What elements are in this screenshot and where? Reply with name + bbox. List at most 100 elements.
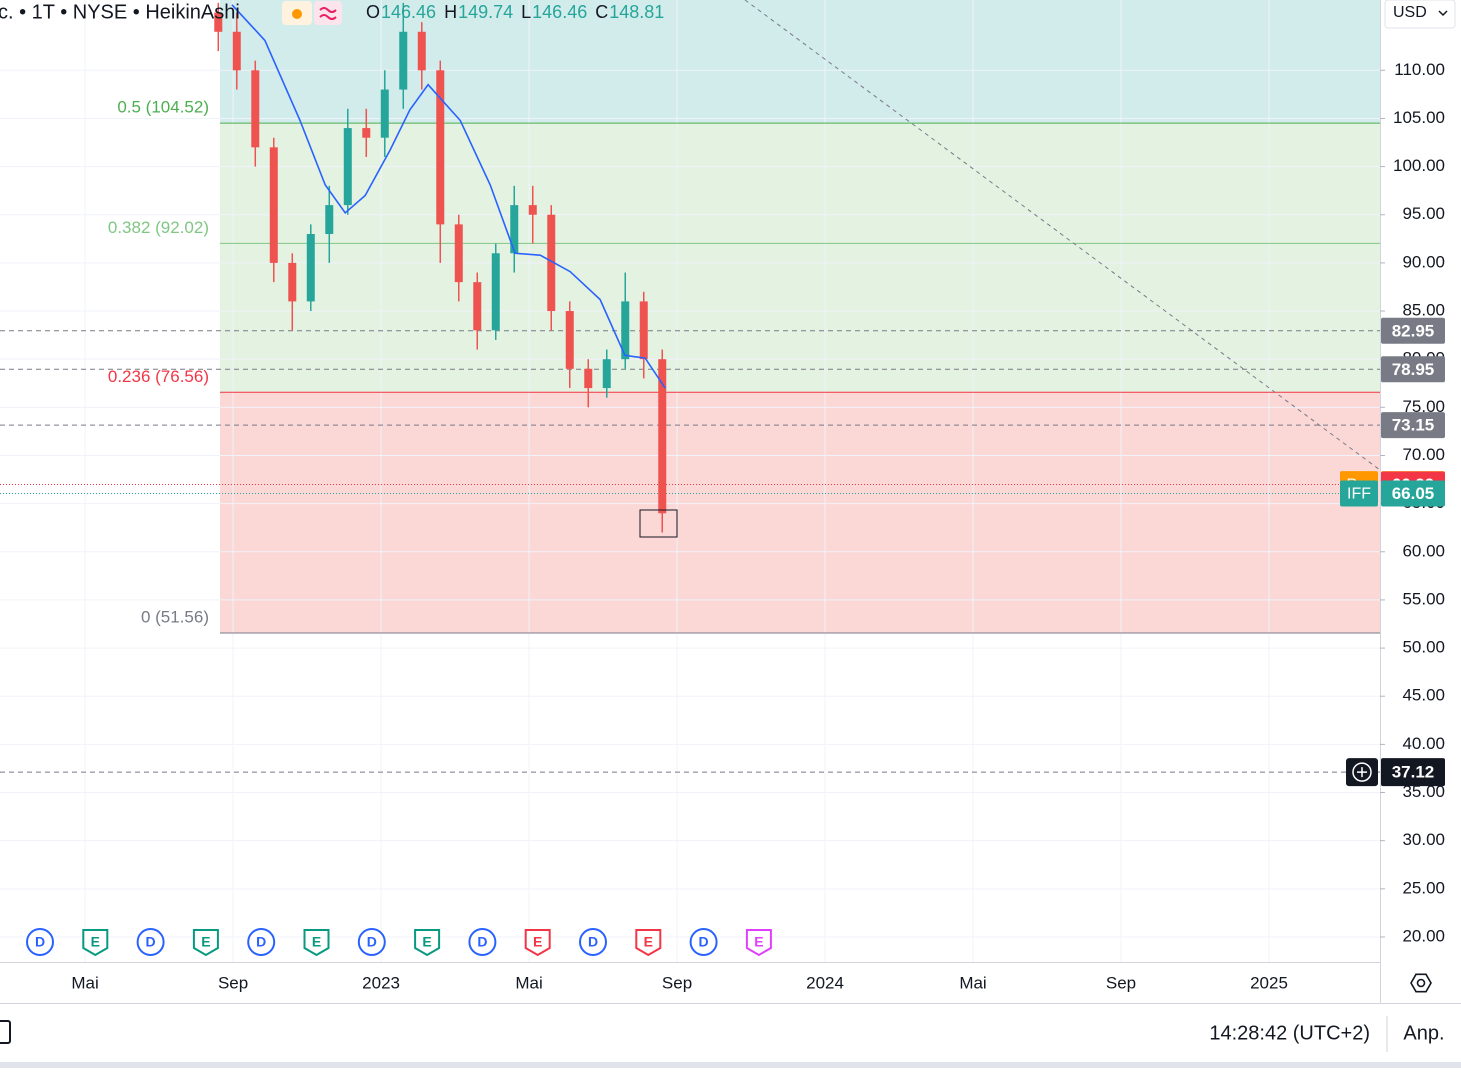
event-label: D bbox=[699, 934, 709, 950]
event-marker[interactable]: D bbox=[689, 928, 718, 956]
candle-body bbox=[399, 31, 408, 90]
event-shape bbox=[357, 928, 386, 956]
y-tick-label: 30.00 bbox=[1402, 830, 1445, 849]
y-tick-label: 20.00 bbox=[1402, 926, 1445, 945]
candle-body bbox=[547, 214, 556, 312]
event-shape bbox=[192, 929, 219, 957]
plus-icon bbox=[1352, 762, 1372, 782]
fib-label: 0.236 (76.56) bbox=[108, 367, 209, 386]
event-label: E bbox=[422, 934, 431, 950]
tag-badge-label: IFF bbox=[1347, 486, 1371, 503]
event-marker[interactable]: E bbox=[635, 929, 662, 957]
candle-body bbox=[584, 368, 593, 389]
candle-body bbox=[565, 311, 574, 369]
price-tag bbox=[1381, 758, 1445, 787]
price-tag-label: 78.95 bbox=[1392, 360, 1435, 379]
clock: 14:28:42 (UTC+2) bbox=[1209, 1022, 1370, 1044]
event-marker[interactable]: E bbox=[524, 929, 551, 957]
ohlc-key: C bbox=[595, 2, 608, 22]
event-label: E bbox=[201, 934, 210, 950]
y-tick-label: 85.00 bbox=[1402, 301, 1445, 320]
y-tick-label: 60.00 bbox=[1402, 541, 1445, 560]
event-label: D bbox=[146, 934, 156, 950]
legend: c. • 1T • NYSE • HeikinAshi O 146.46 H 149.… bbox=[0, 1, 664, 25]
event-marker[interactable]: D bbox=[136, 928, 165, 956]
y-tick-label: 90.00 bbox=[1402, 252, 1445, 271]
event-shape bbox=[26, 928, 54, 956]
candle-body bbox=[473, 282, 482, 331]
currency-select[interactable]: USD bbox=[1384, 0, 1456, 29]
y-tick-label: 75.00 bbox=[1402, 397, 1445, 416]
y-tick-label: 55.00 bbox=[1402, 589, 1445, 608]
candle-body bbox=[602, 359, 611, 389]
settings-icon[interactable] bbox=[1410, 973, 1432, 993]
price-tag-label: 37.12 bbox=[1392, 763, 1435, 782]
trend-line bbox=[744, 0, 1381, 471]
y-tick-label: 70.00 bbox=[1402, 445, 1445, 464]
candle-body bbox=[621, 301, 630, 360]
ohlc-value: 146.46 bbox=[532, 2, 587, 22]
event-label: E bbox=[533, 934, 542, 950]
chevron bbox=[1438, 10, 1448, 17]
event-marker[interactable]: D bbox=[357, 928, 386, 956]
currency-box[interactable] bbox=[1384, 0, 1456, 29]
event-shape bbox=[82, 929, 109, 957]
plus-icon bbox=[1357, 767, 1367, 778]
fib-zone bbox=[220, 392, 1380, 634]
x-tick-label: Mai bbox=[515, 973, 542, 992]
wave-icon bbox=[319, 7, 337, 20]
price-tag bbox=[1381, 480, 1445, 507]
event-marker[interactable]: D bbox=[26, 928, 54, 956]
candle-body bbox=[362, 128, 371, 138]
candle-body bbox=[306, 234, 315, 302]
price-tag bbox=[1381, 317, 1445, 344]
y-tick-label: 45.00 bbox=[1402, 686, 1445, 705]
candle-body bbox=[325, 205, 334, 234]
fib-zone bbox=[220, 243, 1380, 393]
y-tick-label: 95.00 bbox=[1402, 204, 1445, 223]
fib-label: 0 (51.56) bbox=[141, 608, 209, 627]
ohlc-value: 146.46 bbox=[381, 2, 436, 22]
calendar-icon[interactable] bbox=[0, 1020, 11, 1044]
moving-average bbox=[231, 4, 666, 389]
ohlc-key: L bbox=[521, 2, 531, 22]
event-marker[interactable]: D bbox=[579, 928, 607, 956]
event-marker[interactable]: E bbox=[192, 929, 219, 957]
candle-body bbox=[380, 89, 389, 138]
event-label: E bbox=[312, 934, 321, 950]
candle-body bbox=[417, 31, 426, 71]
candle-body bbox=[343, 128, 352, 206]
adjust-button[interactable]: Anp. bbox=[1403, 1022, 1444, 1044]
fib-label: 0.382 (92.02) bbox=[108, 218, 209, 237]
event-shape bbox=[136, 928, 165, 956]
event-label: E bbox=[91, 934, 100, 950]
event-marker[interactable]: E bbox=[303, 929, 330, 957]
event-label: D bbox=[477, 934, 487, 950]
price-tag-label: 82.95 bbox=[1392, 321, 1435, 340]
event-shape bbox=[635, 929, 662, 957]
sun-icon bbox=[292, 9, 302, 19]
event-label: D bbox=[256, 934, 266, 950]
candle-body bbox=[436, 70, 445, 225]
event-shape bbox=[468, 928, 497, 956]
event-marker[interactable]: D bbox=[247, 928, 276, 956]
price-tag-label: 73.15 bbox=[1392, 416, 1435, 435]
x-tick-label: 2024 bbox=[806, 973, 844, 992]
candle-body bbox=[214, 12, 223, 32]
candle-body bbox=[251, 70, 260, 148]
event-marker[interactable]: E bbox=[82, 929, 109, 957]
event-shape bbox=[579, 928, 607, 956]
ohlc-value: 148.81 bbox=[609, 2, 664, 22]
y-tick-label: 110.00 bbox=[1394, 60, 1445, 79]
currency[interactable]: USD bbox=[1393, 4, 1427, 21]
tag-badge bbox=[1340, 480, 1378, 507]
event-shape bbox=[303, 929, 330, 957]
event-marker[interactable]: E bbox=[745, 929, 772, 957]
event-marker[interactable]: D bbox=[468, 928, 497, 956]
y-tick-label: 40.00 bbox=[1402, 734, 1445, 753]
fib-zone bbox=[220, 123, 1380, 244]
event-marker[interactable]: E bbox=[414, 929, 441, 957]
hex bbox=[1410, 973, 1432, 993]
event-label: E bbox=[754, 934, 763, 950]
